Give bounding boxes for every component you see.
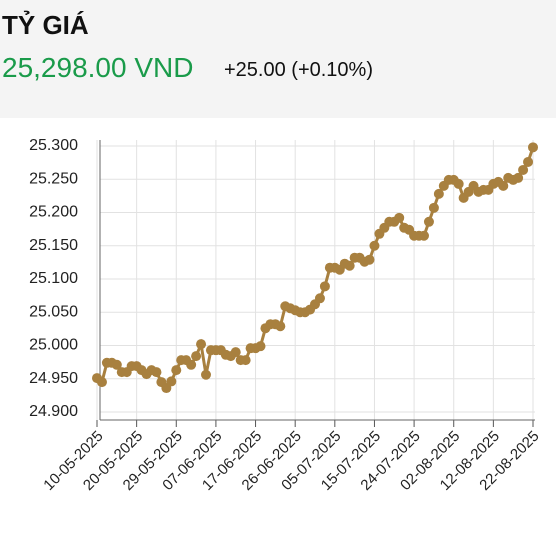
point <box>151 367 162 378</box>
title: TỶ GIÁ <box>2 10 89 40</box>
point <box>498 180 509 191</box>
point <box>518 164 529 175</box>
y-tick-label: 25.300 <box>29 137 78 154</box>
point <box>433 188 444 199</box>
point <box>344 260 355 271</box>
price: 25,298.00 VND <box>2 52 194 83</box>
point <box>319 281 330 292</box>
point <box>196 339 207 350</box>
point <box>419 230 429 241</box>
point <box>394 212 405 223</box>
y-tick-label: 25.000 <box>29 337 78 354</box>
point <box>191 351 202 362</box>
point <box>453 178 464 189</box>
point <box>369 240 380 251</box>
point <box>240 355 251 366</box>
y-tick-label: 24.900 <box>29 403 78 420</box>
point <box>96 377 107 388</box>
point <box>513 172 524 183</box>
y-tick-label: 25.150 <box>29 237 78 254</box>
y-tick-label: 25.100 <box>29 270 78 287</box>
point <box>166 376 177 387</box>
y-tick-label: 24.950 <box>29 370 78 387</box>
price-line <box>96 146 535 391</box>
point <box>364 254 375 265</box>
change: +25.00 (+0.10%) <box>224 59 373 81</box>
y-tick-label: 25.250 <box>29 170 78 187</box>
point <box>428 202 439 213</box>
point <box>255 341 266 352</box>
y-tick-label: 25.050 <box>29 303 78 320</box>
point <box>171 365 182 376</box>
point <box>314 293 325 304</box>
point <box>111 359 122 370</box>
point <box>186 359 197 370</box>
y-tick-label: 25.200 <box>29 204 78 221</box>
point <box>423 216 434 227</box>
header: TỶ GIÁ 25,298.00 VND +25.00 (+0.10%) <box>0 0 556 118</box>
point <box>230 347 241 358</box>
point <box>523 156 534 167</box>
point <box>201 369 211 380</box>
point <box>275 321 286 332</box>
point <box>528 142 538 153</box>
